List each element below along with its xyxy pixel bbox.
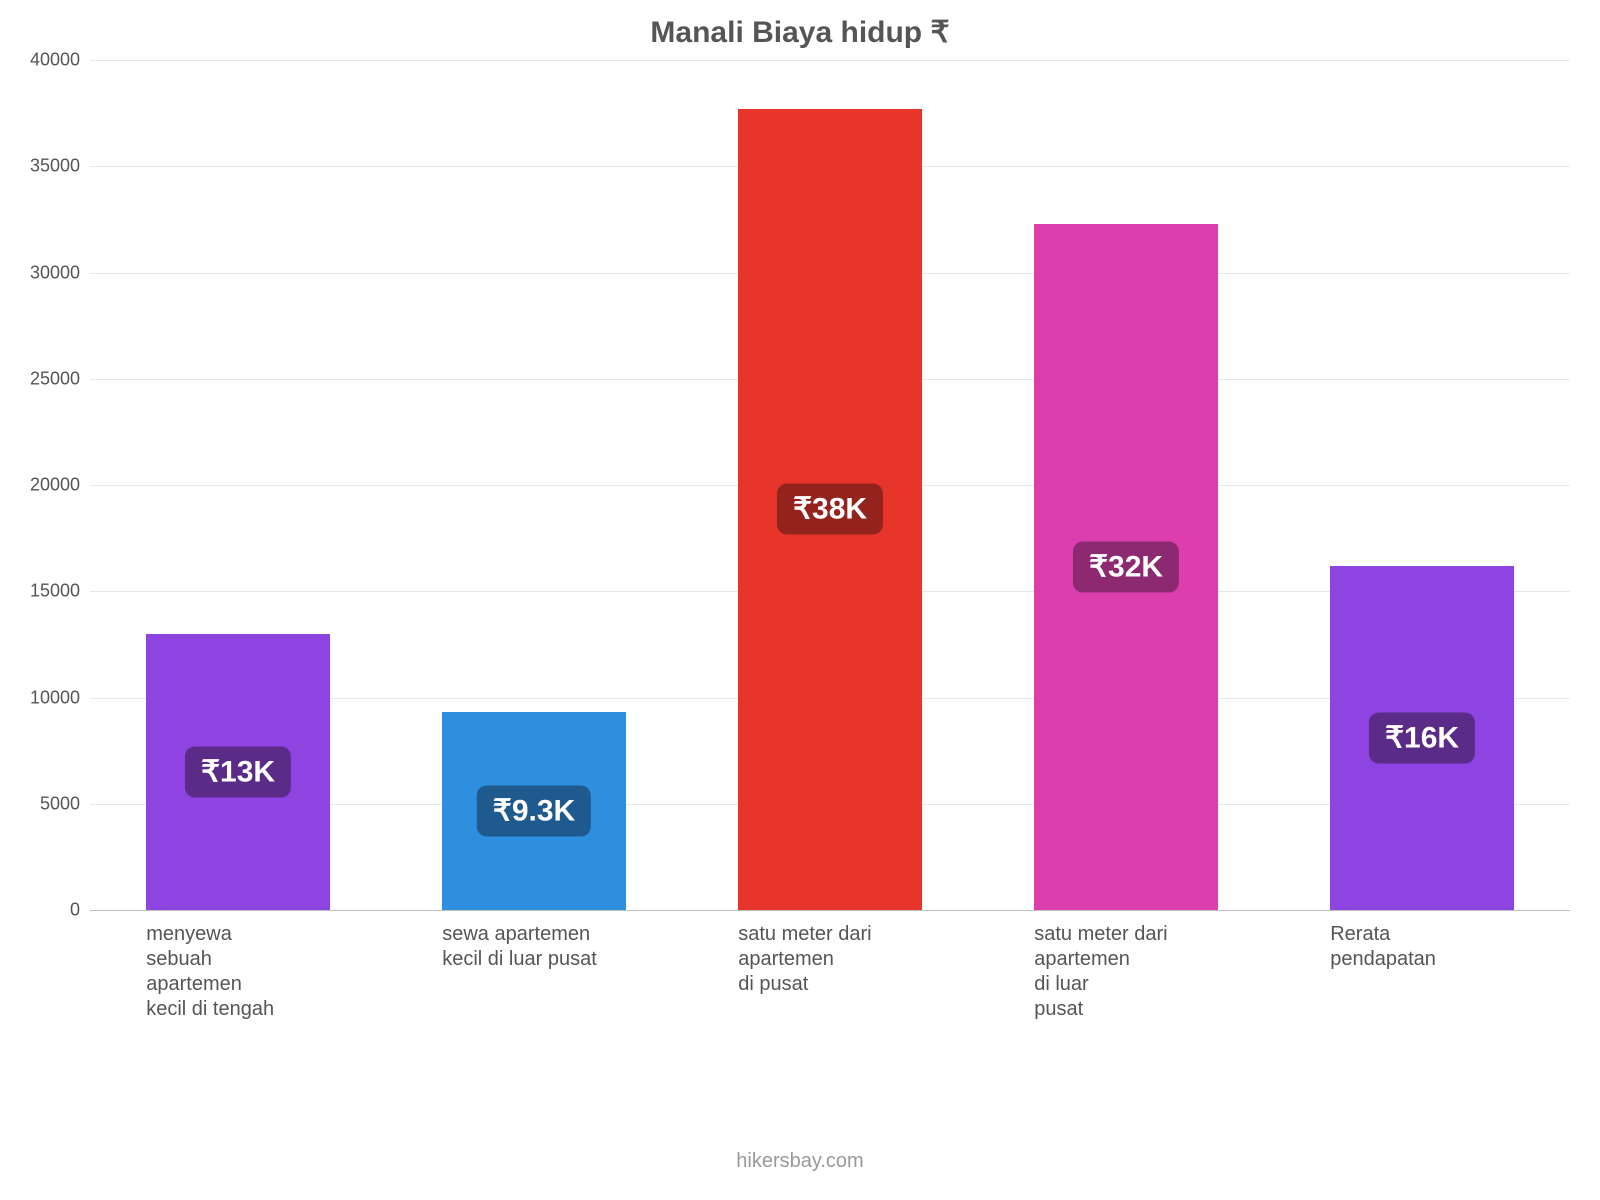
x-axis-labels: menyewasebuahapartemenkecil di tengah sew… — [90, 910, 1570, 1110]
ytick-label: 40000 — [10, 50, 80, 71]
value-badge: ₹32K — [1073, 541, 1179, 592]
chart-title: Manali Biaya hidup ₹ — [0, 15, 1600, 50]
xtick-label: satu meter dariapartemendi luarpusat — [1034, 922, 1258, 1022]
ytick-label: 35000 — [10, 156, 80, 177]
plot-area: 0500010000150002000025000300003500040000… — [90, 60, 1570, 910]
value-badge: ₹9.3K — [477, 786, 591, 837]
xtick-label: satu meter dariapartemendi pusat — [738, 922, 962, 997]
ytick-label: 10000 — [10, 687, 80, 708]
xtick-label: menyewasebuahapartemenkecil di tengah — [146, 922, 370, 1022]
xtick-label: sewa apartemenkecil di luar pusat — [442, 922, 666, 972]
ytick-label: 30000 — [10, 262, 80, 283]
xtick-label: Reratapendapatan — [1330, 922, 1554, 972]
gridline — [90, 60, 1570, 61]
value-badge: ₹13K — [185, 746, 291, 797]
chart-stage: Manali Biaya hidup ₹ 0500010000150002000… — [0, 0, 1600, 1200]
ytick-label: 25000 — [10, 368, 80, 389]
value-badge: ₹16K — [1369, 712, 1475, 763]
ytick-label: 5000 — [10, 793, 80, 814]
source-label: hikersbay.com — [0, 1150, 1600, 1173]
ytick-label: 0 — [10, 900, 80, 921]
ytick-label: 15000 — [10, 581, 80, 602]
value-badge: ₹38K — [777, 484, 883, 535]
ytick-label: 20000 — [10, 475, 80, 496]
